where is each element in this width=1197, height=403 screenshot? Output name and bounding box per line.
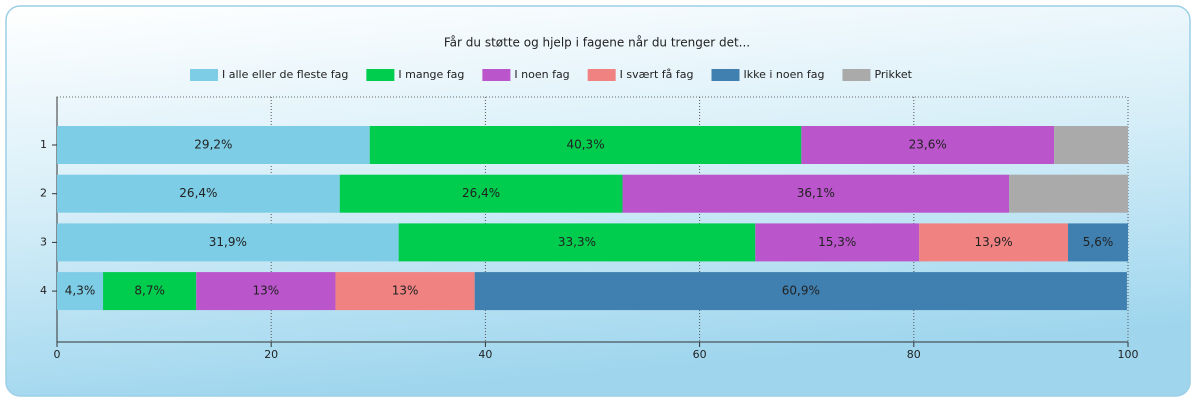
bar-segment — [103, 272, 197, 311]
bar-segment — [1054, 126, 1128, 164]
bar-segment — [57, 126, 370, 164]
bar-segment — [1009, 174, 1128, 213]
legend-label: I svært få fag — [620, 68, 694, 81]
bar-segment — [622, 174, 1010, 213]
value-label: 15,3% — [818, 235, 856, 249]
value-label: 5,6% — [1083, 235, 1114, 249]
value-label: 26,4% — [179, 186, 217, 200]
bar-segment — [755, 223, 920, 262]
bar-segment — [919, 223, 1069, 262]
y-tick-label: 1 — [40, 138, 47, 151]
bar-segment — [398, 223, 756, 262]
legend-label: I noen fag — [514, 68, 569, 81]
bar-segment — [335, 272, 475, 311]
bar-segment — [57, 272, 104, 311]
value-label: 31,9% — [209, 235, 247, 249]
value-label: 13% — [392, 284, 419, 298]
legend-swatch — [366, 69, 395, 81]
value-label: 4,3% — [65, 284, 96, 298]
value-label: 26,4% — [462, 186, 500, 200]
x-tick-label: 40 — [478, 348, 492, 361]
value-label: 13,9% — [975, 235, 1013, 249]
value-label: 33,3% — [558, 235, 596, 249]
x-tick-label: 20 — [264, 348, 278, 361]
x-tick-label: 80 — [907, 348, 921, 361]
legend-label: Prikket — [874, 68, 912, 81]
value-label: 36,1% — [797, 186, 835, 200]
value-label: 40,3% — [566, 138, 604, 152]
legend-label: I alle eller de fleste fag — [222, 68, 348, 81]
legend-swatch — [482, 69, 511, 81]
legend-label: Ikke i noen fag — [744, 68, 825, 81]
value-label: 8,7% — [134, 284, 165, 298]
bar-segment — [57, 223, 399, 262]
value-label: 13% — [253, 284, 280, 298]
legend-swatch — [587, 69, 616, 81]
legend-swatch — [711, 69, 740, 81]
y-tick-label: 2 — [40, 187, 47, 200]
bar-segment — [369, 126, 802, 164]
bar-segment — [339, 174, 623, 213]
value-label: 29,2% — [194, 138, 232, 152]
y-tick-label: 3 — [40, 235, 47, 248]
chart-title: Får du støtte og hjelp i fagene når du t… — [444, 36, 750, 50]
x-tick-label: 0 — [54, 348, 61, 361]
value-label: 23,6% — [909, 138, 947, 152]
bar-segment — [474, 272, 1127, 311]
x-tick-label: 100 — [1118, 348, 1139, 361]
y-tick-label: 4 — [40, 284, 47, 297]
bar-segment — [801, 126, 1055, 164]
x-tick-label: 60 — [693, 348, 707, 361]
legend-swatch — [842, 69, 871, 81]
legend-label: I mange fag — [398, 68, 464, 81]
bar-segment — [196, 272, 336, 311]
value-label: 60,9% — [782, 284, 820, 298]
bar-segment — [57, 174, 340, 213]
bar-segment — [1068, 223, 1128, 262]
legend-swatch — [190, 69, 218, 81]
